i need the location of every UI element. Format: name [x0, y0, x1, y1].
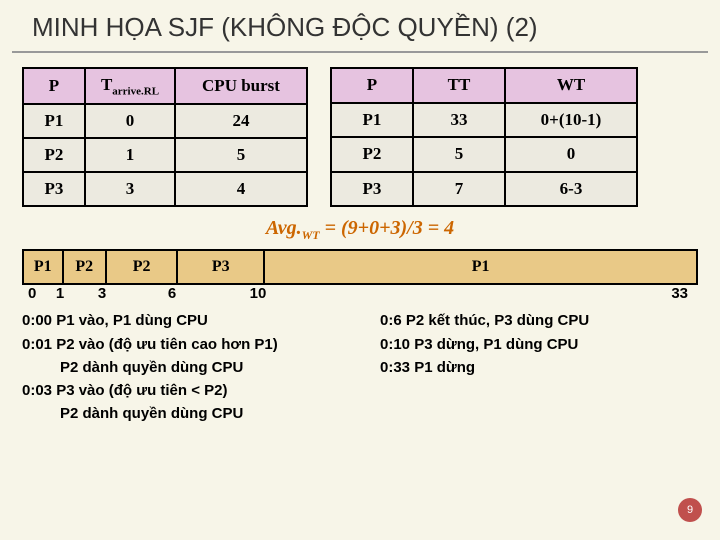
tick-label: 6: [168, 285, 176, 302]
cell: P2: [23, 138, 85, 172]
cell: 5: [175, 138, 307, 172]
tick-label: 10: [250, 285, 267, 302]
avg-expr: = (9+0+3)/3 = 4: [320, 217, 454, 239]
col-tarrive-header: Tarrive.RL: [85, 68, 175, 104]
table-row: P2 1 5: [23, 138, 307, 172]
events-right: 0:6 P2 kết thúc, P3 dùng CPU0:10 P3 dừng…: [380, 309, 698, 425]
table-row: P1 33 0+(10-1): [331, 103, 637, 138]
t-label: T: [101, 75, 112, 94]
cell: 7: [413, 172, 505, 207]
event-line: 0:6 P2 kết thúc, P3 dùng CPU: [380, 309, 698, 332]
page-number-badge: 9: [678, 498, 702, 522]
cell: P1: [331, 103, 413, 138]
event-line: 0:33 P1 dừng: [380, 356, 698, 379]
avg-pre: Avg.: [266, 217, 302, 239]
tick-label: 1: [56, 285, 64, 302]
cell: P3: [23, 172, 85, 206]
event-line: 0:03 P3 vào (độ ưu tiên < P2): [22, 379, 340, 402]
cell: 0+(10-1): [505, 103, 637, 138]
cell: P2: [331, 137, 413, 172]
event-line: 0:00 P1 vào, P1 dùng CPU: [22, 309, 340, 332]
tick-label: 33: [671, 285, 688, 302]
cell: P1: [23, 104, 85, 138]
col-tt-header: TT: [413, 68, 505, 103]
cell: P3: [331, 172, 413, 207]
tick-label: 3: [98, 285, 106, 302]
gantt-segment: P2: [64, 251, 108, 283]
gantt-ticks: 0 1 3 6 10 33: [22, 285, 698, 303]
event-line: 0:01 P2 vào (độ ưu tiên cao hơn P1): [22, 333, 340, 356]
col-p-header: P: [331, 68, 413, 103]
cell: 3: [85, 172, 175, 206]
tables-row: P Tarrive.RL CPU burst P1 0 24 P2 1 5 P3…: [0, 53, 720, 211]
gantt-chart: P1P2P2P3P1: [22, 249, 698, 285]
gantt-segment: P2: [107, 251, 178, 283]
gantt-segment: P1: [265, 251, 696, 283]
avg-line: Avg.WT = (9+0+3)/3 = 4: [0, 217, 720, 243]
cell: 33: [413, 103, 505, 138]
cell: 24: [175, 104, 307, 138]
avg-sub: WT: [302, 228, 320, 242]
table-row: P2 5 0: [331, 137, 637, 172]
table-row: P3 3 4: [23, 172, 307, 206]
cell: 5: [413, 137, 505, 172]
gantt-wrap: P1P2P2P3P1 01361033: [0, 249, 720, 303]
gantt-segment: P3: [178, 251, 265, 283]
event-line: P2 dành quyền dùng CPU: [22, 402, 340, 425]
cell: 1: [85, 138, 175, 172]
page-title: MINH HỌA SJF (KHÔNG ĐỘC QUYỀN) (2): [12, 0, 708, 53]
cell: 6-3: [505, 172, 637, 207]
result-table: P TT WT P1 33 0+(10-1) P2 5 0 P3 7 6-3: [330, 67, 638, 207]
input-table: P Tarrive.RL CPU burst P1 0 24 P2 1 5 P3…: [22, 67, 308, 207]
table-row: P1 0 24: [23, 104, 307, 138]
event-line: 0:10 P3 dừng, P1 dùng CPU: [380, 333, 698, 356]
gantt-segment: P1: [24, 251, 64, 283]
cell: 0: [505, 137, 637, 172]
cell: 4: [175, 172, 307, 206]
event-line: P2 dành quyền dùng CPU: [22, 356, 340, 379]
events: 0:00 P1 vào, P1 dùng CPU0:01 P2 vào (độ …: [0, 303, 720, 425]
col-p-header: P: [23, 68, 85, 104]
tick-label: 0: [28, 285, 36, 302]
events-left: 0:00 P1 vào, P1 dùng CPU0:01 P2 vào (độ …: [22, 309, 340, 425]
col-wt-header: WT: [505, 68, 637, 103]
cell: 0: [85, 104, 175, 138]
table-row: P3 7 6-3: [331, 172, 637, 207]
t-sub: arrive.RL: [112, 85, 159, 97]
col-burst-header: CPU burst: [175, 68, 307, 104]
